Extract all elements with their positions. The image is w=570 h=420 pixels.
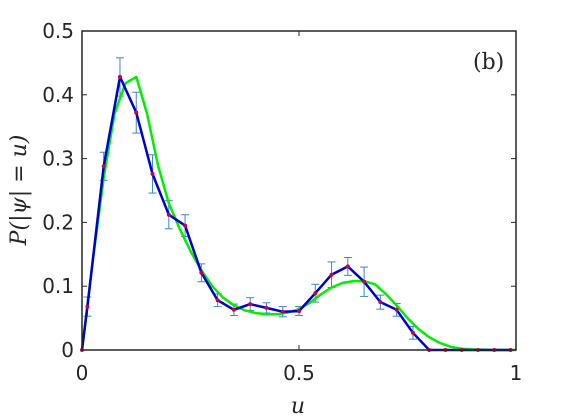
data-point: [378, 300, 383, 305]
data-point: [150, 171, 155, 176]
panel-label: (b): [473, 50, 504, 75]
x-tick-label: 0: [76, 361, 89, 385]
data-point: [101, 164, 106, 169]
y-tick-label: 0.5: [42, 19, 74, 43]
data-point: [264, 305, 269, 310]
data-point: [248, 302, 253, 307]
fit-line: [80, 75, 516, 352]
y-axis-title: P(|ψ| = u): [7, 135, 32, 247]
data-point: [410, 330, 415, 335]
data-point: [231, 307, 236, 312]
data-point: [297, 309, 301, 314]
y-tick-label: 0.2: [42, 210, 74, 234]
y-tick-label: 0.1: [42, 274, 74, 298]
data-point: [329, 272, 334, 277]
y-tick-label: 0: [61, 338, 74, 362]
y-tick-label: 0.3: [42, 147, 74, 171]
y-tick-label: 0.4: [42, 83, 74, 107]
data-point: [280, 309, 285, 314]
data-point: [85, 304, 90, 309]
x-tick-label: 1: [510, 361, 523, 385]
data-point: [183, 223, 188, 228]
series-layer: [80, 57, 516, 352]
data-point: [313, 291, 318, 296]
data-point: [117, 74, 122, 79]
data-point: [199, 270, 204, 275]
axes-layer: 0 0.5 1 0 0.1 0.2 0.3 0.4 0.5: [42, 19, 522, 385]
data-point: [394, 307, 399, 312]
data-point: [134, 110, 139, 115]
data-point: [345, 264, 350, 269]
data-point: [215, 298, 220, 303]
axes-box: [81, 30, 517, 351]
x-tick-label: 0.5: [283, 361, 315, 385]
data-point: [166, 212, 171, 217]
data-point: [362, 279, 367, 284]
x-axis-title: u: [291, 394, 305, 419]
